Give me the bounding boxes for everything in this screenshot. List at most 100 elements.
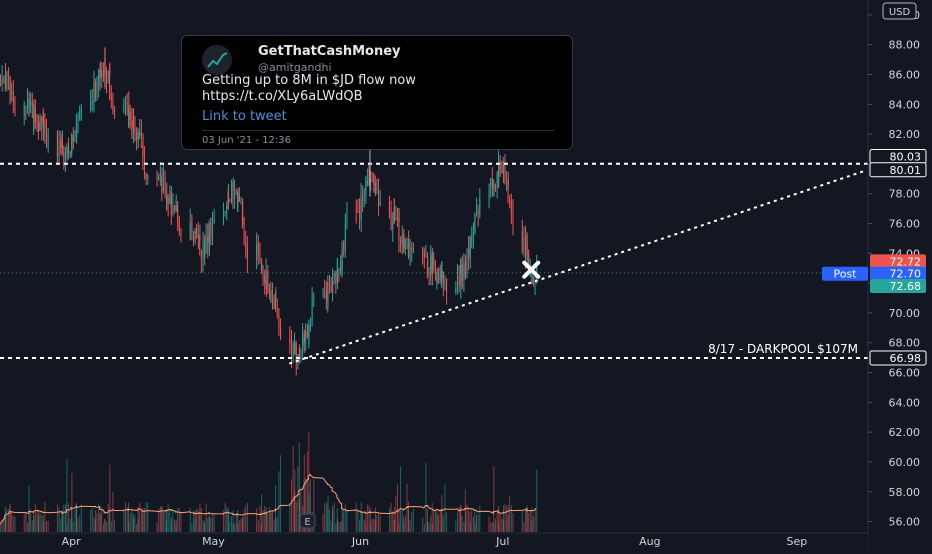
candle xyxy=(376,178,378,195)
volume-bar xyxy=(509,496,511,532)
volume-bar xyxy=(423,523,425,532)
volume-bar xyxy=(189,507,191,532)
candle xyxy=(392,211,394,242)
candle xyxy=(477,204,479,227)
candle-body xyxy=(521,231,523,251)
candle-body xyxy=(3,75,5,79)
candle xyxy=(63,145,65,170)
candle-body xyxy=(302,333,304,350)
candle-body xyxy=(373,174,375,186)
volume-bar xyxy=(200,508,202,532)
candle xyxy=(493,179,495,197)
candle-body xyxy=(205,236,207,244)
volume-bar xyxy=(203,522,205,532)
candle xyxy=(42,107,44,123)
earnings-badge-box xyxy=(299,513,316,529)
candle-body xyxy=(140,132,142,137)
candle-body xyxy=(137,136,139,138)
candle xyxy=(41,115,43,141)
volume-bar xyxy=(494,518,496,532)
volume-bar xyxy=(322,514,324,532)
candle-body xyxy=(162,178,164,192)
candle-body xyxy=(371,172,373,175)
volume-bar xyxy=(90,510,92,532)
candle-body xyxy=(96,86,98,94)
candle-body xyxy=(275,296,277,310)
candle-body xyxy=(213,219,215,222)
candle-body xyxy=(272,292,274,309)
volume-bar xyxy=(213,512,215,532)
time-scale: Apr May Jun Jul Aug Sep xyxy=(0,532,868,550)
volume-bar xyxy=(210,518,212,532)
volume-bar xyxy=(196,508,198,532)
candle xyxy=(56,130,58,165)
volume-bar xyxy=(324,503,326,532)
volume-bar xyxy=(174,519,176,532)
candle-body xyxy=(189,221,191,239)
volume-bar xyxy=(77,518,79,532)
tweet-link[interactable]: Link to tweet xyxy=(202,109,287,124)
volume-bar xyxy=(123,509,125,532)
volume-bar xyxy=(341,507,343,532)
volume-bar xyxy=(498,522,500,532)
volume-bar xyxy=(202,519,204,532)
candle xyxy=(311,286,313,327)
candle-body xyxy=(401,234,403,245)
volume-bar xyxy=(158,508,160,532)
candle xyxy=(91,88,93,112)
volume-bar xyxy=(466,504,468,532)
candle xyxy=(189,208,191,241)
volume-bar xyxy=(499,512,501,532)
volume-bar xyxy=(491,522,493,532)
candle-body xyxy=(64,157,66,165)
volume-bar xyxy=(64,504,66,532)
candle-body xyxy=(63,152,65,165)
candle-body xyxy=(47,133,49,147)
candle xyxy=(523,226,525,257)
candle-body xyxy=(4,87,6,89)
candle-body xyxy=(79,110,81,119)
candle xyxy=(521,219,523,255)
price-tag-label: 72.72 xyxy=(890,255,922,268)
candle-body xyxy=(145,172,147,180)
candle xyxy=(140,119,142,148)
candle xyxy=(71,132,73,158)
price-tag-blue: 72.70 xyxy=(870,266,926,281)
candle xyxy=(0,74,1,87)
candle-body xyxy=(199,236,201,250)
candle-body xyxy=(60,141,62,148)
candle xyxy=(259,242,261,264)
volume-bar xyxy=(71,508,73,532)
candle xyxy=(411,241,413,263)
volume-bar xyxy=(369,522,371,532)
candle-body xyxy=(91,100,93,103)
candle xyxy=(346,201,348,230)
volume-bar xyxy=(42,515,44,532)
volume-bar xyxy=(472,516,474,532)
tweet-divider xyxy=(202,130,554,131)
volume-bar xyxy=(503,505,505,532)
price-tag-box xyxy=(869,350,927,366)
volume-bar xyxy=(205,503,207,532)
volume-bar xyxy=(28,485,30,532)
candle xyxy=(94,81,96,103)
volume-bar xyxy=(257,520,259,532)
volume-bar xyxy=(267,513,269,532)
candle xyxy=(74,130,76,143)
volume-bar xyxy=(260,523,262,532)
volume-bar xyxy=(134,514,136,532)
candle xyxy=(99,63,101,91)
volume-bar xyxy=(126,506,128,532)
candle xyxy=(166,197,168,209)
candle-body xyxy=(292,344,294,359)
candle-body xyxy=(106,76,108,83)
price-tick-label: 78.00 xyxy=(889,188,921,201)
volume-bar xyxy=(101,507,103,532)
candle-body xyxy=(305,331,307,341)
candle-body xyxy=(9,76,11,92)
candle xyxy=(265,258,267,289)
candle-body xyxy=(422,248,424,252)
volume-bar xyxy=(1,519,3,532)
candle-body xyxy=(333,273,335,277)
